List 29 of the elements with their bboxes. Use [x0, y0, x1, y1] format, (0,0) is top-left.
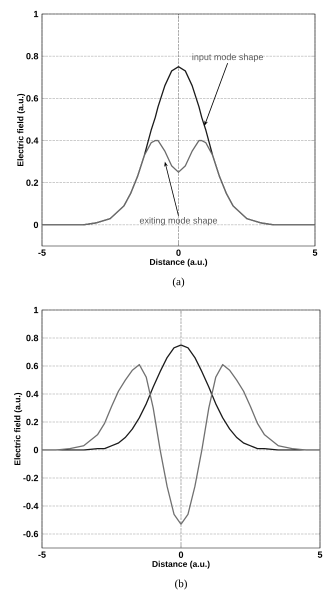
- text: (b): [175, 580, 187, 590]
- y-tick-label: 0.4: [26, 390, 38, 398]
- y-tick-label: 1: [34, 306, 38, 314]
- y-tick-label: 0.6: [26, 95, 38, 102]
- x-tick-label: 5: [318, 552, 322, 558]
- y-axis-title: Electric field (a.u.): [14, 392, 22, 466]
- x-tick-label: 0: [178, 552, 184, 558]
- x-tick-label: -5: [38, 250, 46, 256]
- y-tick-label: -0.2: [23, 474, 38, 482]
- text: (a): [172, 278, 184, 288]
- y-tick-label: 0.4: [26, 137, 38, 144]
- y-tick-label: 0: [34, 446, 38, 454]
- y-tick-label: 0.8: [26, 52, 38, 60]
- y-tick-label: -0.6: [23, 530, 38, 538]
- annotation: exiting mode shape: [140, 217, 218, 226]
- x-axis-title: Distance (a.u.): [152, 560, 210, 569]
- y-tick-label: 0.6: [26, 362, 38, 370]
- annotation: input mode shape: [192, 54, 263, 62]
- x-tick-label: 0: [176, 250, 181, 256]
- y-tick-label: 0.2: [26, 418, 38, 426]
- y-tick-label: 1: [34, 10, 38, 18]
- x-axis-title: Distance (a.u.): [150, 258, 208, 267]
- y-tick-label: 0: [34, 222, 38, 228]
- y-tick-label: -0.4: [23, 502, 38, 510]
- x-tick-label: -5: [38, 552, 46, 558]
- y-tick-label: 0.8: [26, 334, 38, 342]
- y-axis-title: Electric field (a.u.): [17, 94, 26, 166]
- y-tick-label: 0.2: [26, 180, 38, 186]
- x-tick-label: 5: [312, 250, 318, 256]
